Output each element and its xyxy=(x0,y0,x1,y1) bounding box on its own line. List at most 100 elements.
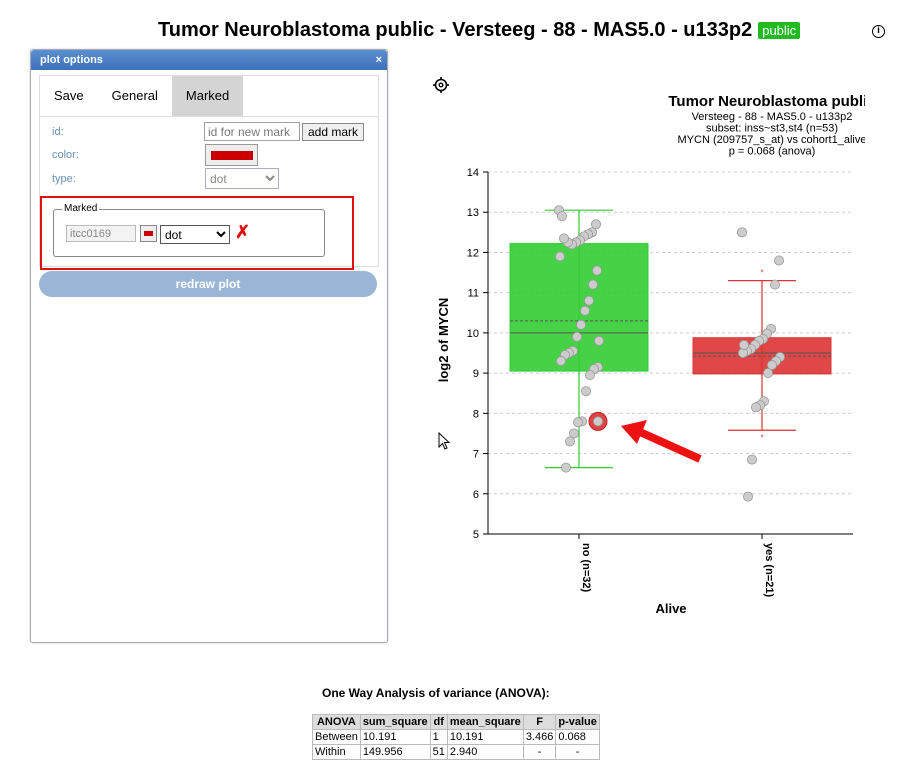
x-axis-label: Alive xyxy=(655,601,686,616)
anova-cell: 3.466 xyxy=(522,729,557,745)
tab-general[interactable]: General xyxy=(111,88,158,103)
y-tick-label: 9 xyxy=(473,368,479,380)
mark-color-picker[interactable] xyxy=(140,225,157,242)
data-point xyxy=(583,295,594,306)
annotation-arrow-shaft xyxy=(638,428,702,463)
chart-subtitle: MYCN (209757_s_at) vs cohort1_alive xyxy=(678,134,865,146)
anova-row: Between 10.191 1 10.191 3.466 0.068 xyxy=(312,729,600,745)
add-mark-button[interactable]: add mark xyxy=(302,123,365,141)
data-point xyxy=(766,360,777,371)
data-point xyxy=(580,386,591,397)
gear-icon[interactable] xyxy=(433,77,449,93)
y-tick-label: 12 xyxy=(467,247,479,259)
info-icon[interactable]: i xyxy=(872,25,885,38)
data-point xyxy=(738,339,749,350)
annotation-arrow-head xyxy=(621,420,647,444)
y-tick-label: 7 xyxy=(473,449,479,461)
mark-type-select[interactable]: dot xyxy=(160,225,230,244)
anova-title: One Way Analysis of variance (ANOVA): xyxy=(322,686,550,700)
data-point xyxy=(564,436,575,447)
type-select[interactable]: dot xyxy=(205,168,279,189)
anova-cell: 2.940 xyxy=(446,744,524,760)
mouse-cursor-icon xyxy=(438,432,451,450)
data-point xyxy=(590,219,601,230)
anova-header-2: df xyxy=(429,714,448,730)
mark-color-swatch xyxy=(144,231,153,236)
anova-cell: Between xyxy=(312,729,361,745)
tabs-container: Save General Marked id: add mark color: … xyxy=(39,75,379,267)
plot-options-panel: plot options × Save General Marked id: a… xyxy=(30,49,388,643)
anova-row: Within 149.956 51 2.940- - xyxy=(312,744,600,760)
marked-point xyxy=(592,416,603,427)
anova-header-3: mean_square xyxy=(446,714,524,730)
page-title-text: Tumor Neuroblastoma public - Versteeg - … xyxy=(158,19,753,41)
tab-save[interactable]: Save xyxy=(54,88,84,103)
data-point xyxy=(555,356,566,367)
panel-title: plot options xyxy=(40,54,103,66)
anova-header-1: sum_square xyxy=(359,714,431,730)
x-tick-label: no (n=32) xyxy=(580,543,592,593)
id-input[interactable] xyxy=(204,122,300,141)
data-point xyxy=(579,305,590,316)
anova-cell: 10.191 xyxy=(359,729,431,745)
box xyxy=(509,243,649,372)
anova-body: Between 10.191 1 10.191 3.466 0.068 Within 149.… xyxy=(312,729,600,760)
public-badge[interactable]: public xyxy=(758,22,801,39)
mark-id-field[interactable]: itcc0169 xyxy=(66,225,136,242)
y-tick-label: 6 xyxy=(473,489,479,501)
data-point xyxy=(571,331,582,342)
data-point xyxy=(762,368,773,379)
data-point xyxy=(591,265,602,276)
tab-marked[interactable]: Marked xyxy=(171,76,244,116)
data-point xyxy=(773,255,784,266)
data-point xyxy=(584,370,595,381)
anova-cell: 10.191 xyxy=(446,729,524,745)
data-point xyxy=(575,319,586,330)
panel-header[interactable]: plot options × xyxy=(31,50,387,70)
y-tick-label: 5 xyxy=(473,529,479,541)
chart-subtitle: subset: inss~st3,st4 (n=53) xyxy=(706,123,838,135)
y-tick-label: 14 xyxy=(467,167,479,179)
chart-subtitle: Versteeg - 88 - MAS5.0 - u133p2 xyxy=(692,111,853,123)
anova-cell: - xyxy=(522,744,557,760)
redraw-plot-button[interactable]: redraw plot xyxy=(39,271,377,297)
outlier-mark: * xyxy=(760,433,763,442)
data-point xyxy=(736,227,747,238)
y-axis-label: log2 of MYCN xyxy=(436,298,451,383)
data-point xyxy=(560,462,571,473)
tab-bar: Save General Marked xyxy=(40,76,378,117)
anova-cell: Within xyxy=(312,744,361,760)
data-point xyxy=(558,233,569,244)
anova-cell: 0.068 xyxy=(555,729,600,745)
chart-title: Tumor Neuroblastoma public xyxy=(668,93,865,110)
data-point xyxy=(746,454,757,465)
anova-header-0: ANOVA xyxy=(312,714,361,730)
data-point xyxy=(572,417,583,428)
type-label: type: xyxy=(52,173,76,185)
anova-cell: 1 xyxy=(429,729,448,745)
close-icon[interactable]: × xyxy=(375,54,382,66)
marked-highlight-box: Marked itcc0169 dot ✗ xyxy=(40,196,354,270)
remove-mark-icon[interactable]: ✗ xyxy=(235,222,251,242)
anova-cell: 149.956 xyxy=(359,744,431,760)
color-swatch xyxy=(211,151,253,160)
color-picker[interactable] xyxy=(205,144,258,166)
marked-fieldset: Marked itcc0169 dot ✗ xyxy=(53,203,325,257)
anova-header-5: p-value xyxy=(555,714,600,730)
anova-cell: - xyxy=(555,744,600,760)
x-tick-label: yes (n=21) xyxy=(763,543,775,597)
page-title: Tumor Neuroblastoma public - Versteeg - … xyxy=(158,19,801,42)
outlier-mark: * xyxy=(760,269,763,278)
data-point xyxy=(554,251,565,262)
data-point xyxy=(556,211,567,222)
anova-header-4: F xyxy=(522,714,557,730)
data-point xyxy=(587,279,598,290)
marked-legend: Marked xyxy=(62,203,100,214)
data-point xyxy=(593,335,604,346)
data-point xyxy=(750,402,761,413)
data-point xyxy=(742,491,753,502)
anova-cell: 51 xyxy=(429,744,448,760)
